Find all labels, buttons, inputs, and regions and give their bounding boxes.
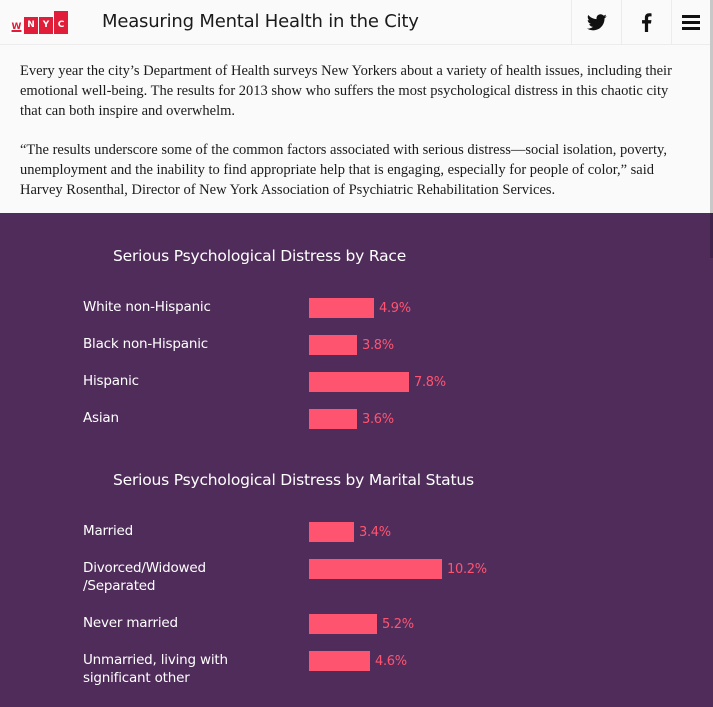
chart-title-marital: Serious Psychological Distress by Marita… (113, 471, 474, 489)
page-scrollbar[interactable] (710, 0, 713, 707)
marital-bar-never-married (309, 614, 377, 634)
logo-letter-c: C (54, 11, 68, 34)
race-label-asian: Asian (83, 410, 119, 426)
twitter-icon (586, 13, 607, 30)
twitter-share-button[interactable] (571, 0, 621, 44)
wnyc-logo[interactable]: W N Y C (10, 11, 68, 34)
facebook-share-button[interactable] (621, 0, 671, 44)
top-header: W N Y C Measuring Mental Health in the C… (0, 0, 710, 45)
race-label-hispanic: Hispanic (83, 373, 139, 389)
marital-label-cohabiting: Unmarried, living with significant other (83, 651, 283, 687)
race-value-hispanic: 7.8% (414, 375, 446, 390)
race-bar-black (309, 335, 357, 355)
marital-label-never-married: Never married (83, 614, 283, 632)
race-value-black: 3.8% (362, 338, 394, 353)
label-line: Divorced/Widowed (83, 560, 206, 576)
scrollbar-track[interactable] (710, 0, 713, 213)
label-line: significant other (83, 670, 190, 686)
facebook-icon (642, 12, 652, 32)
logo-letter-w: W (10, 20, 23, 34)
intro-paragraph-1: Every year the city’s Department of Heal… (20, 63, 672, 119)
label-line: Unmarried, living with (83, 652, 228, 668)
race-bar-hispanic (309, 372, 409, 392)
marital-value-cohabiting: 4.6% (375, 654, 407, 669)
marital-bar-married (309, 522, 354, 542)
label-line: Married (83, 523, 134, 539)
marital-value-divorced: 10.2% (447, 562, 487, 577)
intro-text: Every year the city’s Department of Heal… (0, 45, 710, 213)
page-title: Measuring Mental Health in the City (102, 11, 419, 32)
scrollbar-thumb[interactable] (710, 213, 713, 258)
race-label-black: Black non-Hispanic (83, 336, 208, 352)
label-line: /Separated (83, 578, 156, 594)
logo-letter-n: N (24, 17, 38, 34)
menu-button[interactable] (671, 0, 710, 44)
marital-bar-cohabiting (309, 651, 370, 671)
race-label-white: White non-Hispanic (83, 299, 211, 315)
logo-letter-y: Y (39, 17, 53, 34)
marital-bar-divorced (309, 559, 442, 579)
chart-title-race: Serious Psychological Distress by Race (113, 247, 407, 265)
intro-paragraph-2: “The results underscore some of the comm… (20, 142, 667, 198)
marital-value-never-married: 5.2% (382, 617, 414, 632)
race-bar-white (309, 298, 374, 318)
charts-section: Serious Psychological Distress by Race W… (0, 213, 710, 707)
marital-label-married: Married (83, 522, 283, 540)
race-bar-asian (309, 409, 357, 429)
race-value-white: 4.9% (379, 301, 411, 316)
hamburger-menu-icon (682, 14, 700, 30)
marital-label-divorced: Divorced/Widowed /Separated (83, 559, 283, 595)
race-value-asian: 3.6% (362, 412, 394, 427)
marital-value-married: 3.4% (359, 525, 391, 540)
label-line: Never married (83, 615, 178, 631)
